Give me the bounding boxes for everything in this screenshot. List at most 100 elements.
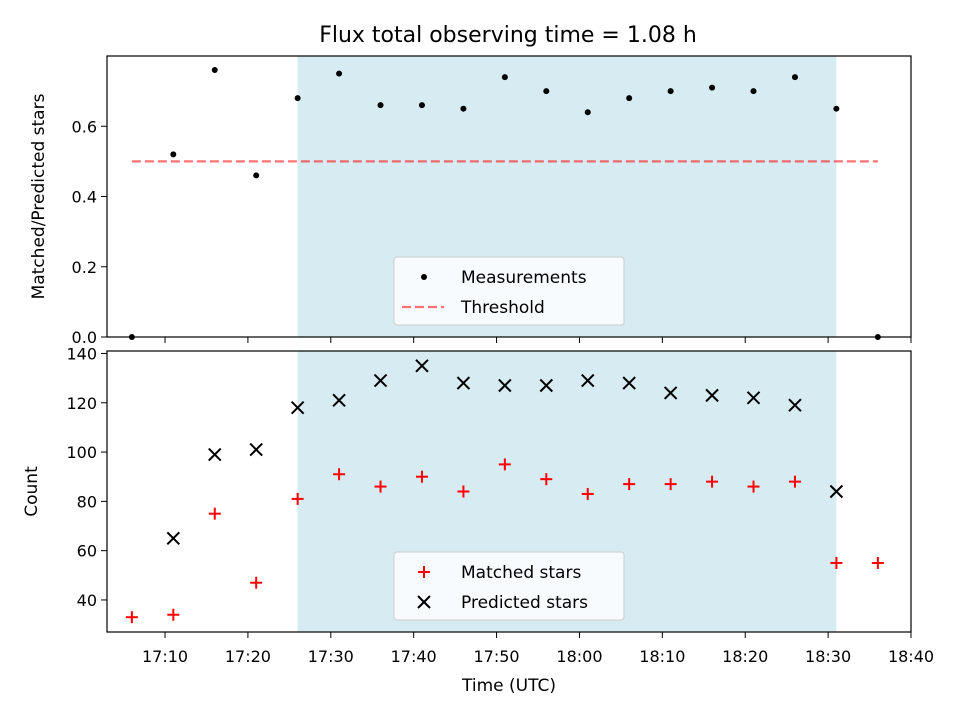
predicted-star-point [581,373,595,388]
x-tick-label: 18:00 [556,647,602,666]
top-y-tick-label: 0.2 [72,258,97,277]
matched-star-point [788,475,801,488]
bottom-y-axis-label: Count [22,466,42,517]
x-stroke-b [166,531,181,546]
matched-star-point [664,478,677,491]
x-stroke-b [290,400,305,415]
x-tick-label: 17:50 [474,647,520,666]
bot-y-tick-label: 60 [77,542,97,561]
x-stroke-b [539,378,554,393]
measurement-point [211,67,218,74]
matched-star-point [581,487,594,500]
predicted-star-point [166,531,181,546]
bot-y-tick-label: 80 [77,492,97,511]
predicted-star-point [746,391,761,405]
predicted-star-point [622,376,636,390]
x-stroke-b [705,388,719,403]
x-tick-label: 18:30 [805,647,851,666]
measurement-point [460,105,467,112]
predicted-star-point [415,359,429,373]
x-stroke-b [622,376,636,390]
legend-matched-marker [418,566,430,578]
measurement-point [501,74,508,81]
matched-star-point [208,507,221,520]
x-tick-label: 17:40 [391,647,437,666]
matched-star-point [871,556,884,569]
top-marks [128,67,881,340]
measurement-point [833,105,840,112]
chart-title: Flux total observing time = 1.08 h [319,23,697,48]
measurement-point [253,172,260,179]
bottom-marks [125,359,884,624]
measurement-point [750,88,757,95]
measurement-point [543,88,550,95]
bot-legend-label: Matched stars [461,563,581,583]
top-legend: Measurements Threshold [393,256,625,326]
matched-star-point [291,492,304,505]
matched-star-point [623,478,636,491]
predicted-star-point [332,393,346,408]
x-tick-label: 17:20 [225,647,271,666]
top-y-tick-label: 0.4 [72,188,97,207]
bot-y-tick-label: 120 [66,394,97,413]
x-stroke-b [581,373,595,388]
predicted-star-point [788,398,802,412]
x-tick-label: 17:10 [142,647,188,666]
predicted-star-point [290,400,305,415]
x-tick-label: 18:20 [722,647,768,666]
x-tick-label: 17:30 [308,647,354,666]
bot-y-tick-label: 140 [66,344,97,363]
predicted-star-point [249,442,263,457]
matched-star-point [374,480,387,493]
bottom-y-ticks: 40 60 80 100 120 140 [66,344,107,610]
x-stroke-b [829,484,844,499]
predicted-star-point [456,376,471,390]
bottom-axes-frame [106,350,912,633]
legend-predicted-marker [417,595,431,609]
matched-star-point [333,468,346,481]
measurement-point [377,102,384,109]
x-stroke-b [373,373,388,388]
x-tick-label: 18:40 [888,647,934,666]
matched-star-point [167,608,180,621]
matched-star-point [747,480,760,493]
predicted-star-point [539,378,554,393]
x-stroke-b [417,595,431,609]
predicted-star-point [829,484,844,499]
x-stroke-b [498,378,512,393]
bot-y-tick-label: 100 [66,443,97,462]
predicted-star-point [498,378,512,393]
bot-y-tick-label: 40 [77,591,97,610]
predicted-star-point [663,386,678,400]
measurement-point [336,70,343,77]
top-legend-label: Measurements [461,268,587,288]
measurement-point [170,151,177,158]
measurement-point [791,74,798,81]
top-legend-label: Threshold [460,298,545,318]
matched-star-point [830,556,843,569]
measurement-point [418,102,425,109]
top-panel: 0.0 0.2 0.4 0.6 Matched/Predicted stars Mea… [29,55,912,347]
matched-star-point [457,485,470,498]
x-axis-label: Time (UTC) [461,676,556,696]
top-y-ticks: 0.0 0.2 0.4 0.6 [72,117,107,347]
predicted-star-point [208,447,222,462]
measurement-point [709,84,716,91]
bottom-x-ticks: 17:10 17:20 17:30 17:40 17:50 18:00 18:10 18:20… [142,632,934,666]
x-stroke-b [415,359,429,373]
legend-measurement-marker [421,274,427,280]
predicted-star-point [705,388,719,403]
predicted-star-point [373,373,388,388]
x-stroke-b [746,391,761,405]
x-stroke-b [249,442,263,457]
top-y-tick-label: 0.6 [72,117,97,136]
measurement-point [667,88,674,95]
bot-legend-box [393,551,625,621]
matched-star-point [415,470,428,483]
top-legend-box [393,256,625,326]
matched-star-point [498,458,511,471]
x-tick-label: 18:10 [639,647,685,666]
measurement-point [584,109,591,116]
bottom-panel: 40 60 80 100 120 140 17:10 17:20 17:30 17:40 17:5… [22,344,934,696]
